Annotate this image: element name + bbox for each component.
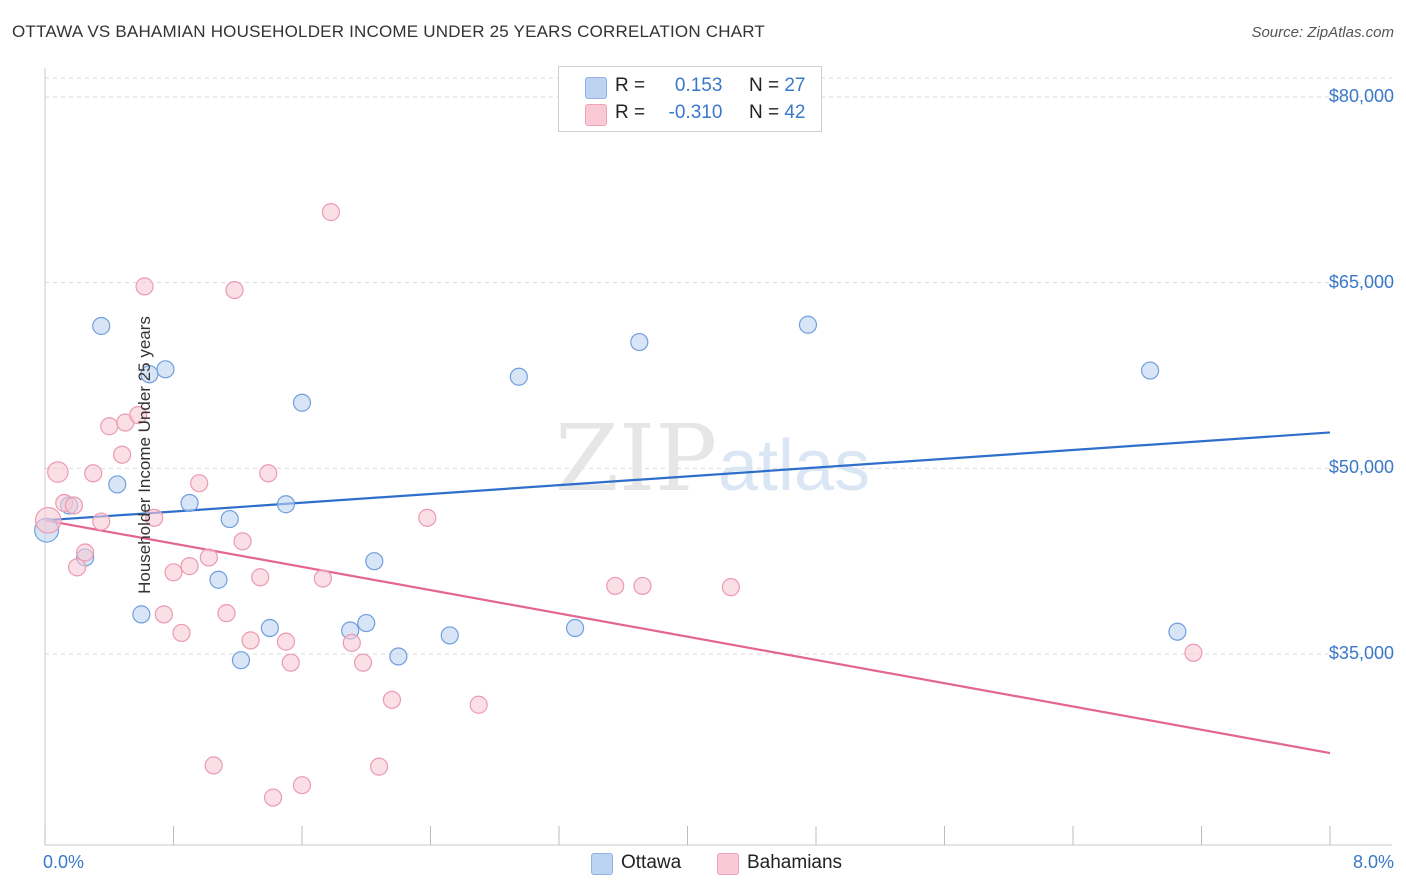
bahamians-point [129, 406, 148, 425]
bahamians-point [241, 631, 260, 650]
bahamians-point [353, 653, 373, 672]
bahamians-r-label: R = [615, 102, 646, 123]
bahamians-point [34, 506, 62, 534]
bahamians-point [263, 788, 283, 807]
ottawa-point [132, 605, 151, 624]
bahamians-legend-label: Bahamians [747, 852, 843, 873]
bahamians-point [135, 277, 154, 296]
ottawa-point [260, 618, 279, 638]
ottawa-point [1140, 361, 1160, 380]
ottawa-point [108, 475, 127, 494]
ottawa-r-value: 0.153 [674, 75, 723, 96]
ottawa-point [630, 332, 649, 352]
bahamians-point [164, 563, 183, 582]
bahamians-point [204, 756, 223, 775]
y-axis-title: Householder Income Under 25 years [134, 316, 154, 594]
bahamians-point [321, 203, 341, 222]
bahamians-point [259, 464, 278, 483]
bahamians-point [172, 623, 191, 643]
bahamians-point [92, 512, 111, 531]
ottawa-point [389, 647, 408, 666]
ottawa-n-value: 27 [784, 75, 806, 96]
bahamians-point [225, 280, 244, 300]
data-points [34, 110, 1203, 807]
bahamians-point [199, 548, 218, 567]
ottawa-point [440, 626, 459, 645]
bahamians-n-value: 42 [784, 102, 806, 123]
bahamians-point [112, 445, 132, 464]
stats-legend: R = 0.153 N = 27 R = -0.310 N = 42 [558, 66, 822, 132]
y-tick-label: $35,000 [1328, 643, 1394, 663]
bahamians-point [217, 604, 236, 623]
source-note: Source: ZipAtlas.com [1251, 24, 1394, 41]
ottawa-point [565, 618, 585, 638]
ottawa-r-label: R = [615, 75, 646, 96]
ottawa-point [220, 509, 239, 529]
ottawa-swatch [585, 77, 607, 99]
bahamians-point [76, 543, 95, 562]
ottawa-point [276, 495, 296, 514]
bahamians-point [154, 605, 173, 624]
bahamians-point [370, 757, 389, 776]
bahamians-point [233, 532, 252, 551]
bahamians-point [180, 557, 199, 576]
bahamians-point [342, 633, 361, 652]
ottawa-point [292, 393, 312, 412]
trend-lines [44, 431, 1331, 755]
bahamians-point [68, 558, 87, 577]
bahamians-point [606, 576, 625, 596]
y-tick-label: $50,000 [1328, 457, 1394, 478]
ottawa-legend-label: Ottawa [621, 852, 682, 873]
x-tick-label-max: 8.0% [1352, 852, 1394, 872]
bahamians-point [633, 576, 652, 596]
ottawa-legend-swatch [591, 853, 613, 875]
ottawa-trend-line [44, 431, 1331, 522]
chart-title: OTTAWA VS BAHAMIAN HOUSEHOLDER INCOME UN… [12, 22, 765, 41]
bahamians-point [721, 578, 740, 597]
axes [44, 68, 1392, 846]
ottawa-point [357, 613, 376, 633]
bahamians-point [100, 417, 119, 436]
ottawa-point [209, 570, 228, 589]
bahamians-point [251, 568, 270, 587]
bahamians-point [47, 461, 69, 483]
bahamians-point [469, 695, 488, 714]
ottawa-point [1168, 622, 1187, 641]
bahamians-point [84, 464, 103, 483]
watermark-zip: ZIP [555, 405, 717, 512]
ottawa-point [365, 552, 384, 571]
y-tick-label: $65,000 [1328, 271, 1394, 292]
ottawa-point [180, 493, 199, 513]
bahamians-point [281, 653, 300, 672]
bahamians-r-value: -0.310 [668, 102, 723, 123]
ottawa-point [231, 651, 251, 670]
bahamians-point [64, 496, 84, 515]
ottawa-n-label: N = [748, 75, 780, 96]
bahamians-trend-line [44, 519, 1331, 755]
bahamians-swatch [585, 104, 607, 126]
watermark: ZIP atlas [555, 405, 870, 512]
x-tick-label-min: 0.0% [43, 852, 85, 872]
bahamians-point [313, 569, 332, 588]
bahamians-point [1184, 643, 1203, 662]
bahamians-point [190, 474, 209, 493]
ottawa-point [92, 316, 111, 336]
bahamians-point [292, 776, 312, 795]
bahamians-point [418, 508, 437, 527]
bahamians-point [382, 690, 402, 709]
bahamians-legend-swatch [717, 853, 739, 875]
ottawa-point [509, 367, 528, 386]
ottawa-point [156, 360, 175, 379]
bahamians-point [276, 632, 296, 651]
gridlines [45, 77, 1392, 655]
bahamians-point [145, 508, 164, 527]
ottawa-point [798, 315, 818, 334]
y-tick-label: $80,000 [1328, 86, 1394, 106]
bahamians-n-label: N = [748, 102, 780, 123]
